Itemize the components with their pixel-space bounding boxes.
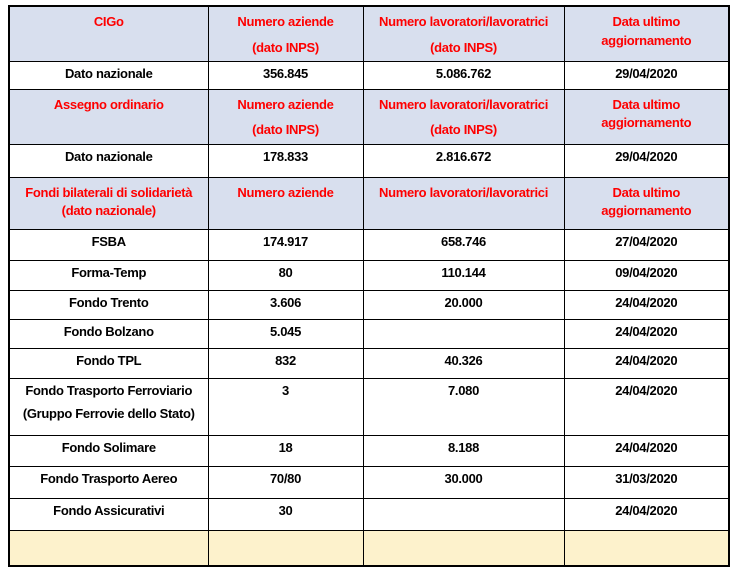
- row-label-line1: Fondo Trasporto Ferroviario: [25, 382, 193, 398]
- footer-cell: [563, 529, 730, 567]
- lavoratori-value-cell: [362, 318, 565, 349]
- col-header-data: Data ultimo aggiornamento: [563, 176, 730, 230]
- col-header-data: Data ultimo aggiornamento: [563, 5, 730, 62]
- aggiornamento-value-cell: 24/04/2020: [563, 497, 730, 531]
- lavoratori-value-cell: [362, 497, 565, 531]
- col-header-data-line2: aggiornamento: [601, 203, 692, 219]
- table-row: FSBA 174.917 658.746 27/04/2020: [8, 228, 730, 261]
- footer-cell: [8, 529, 209, 567]
- lavoratori-value-cell: 110.144: [362, 259, 565, 291]
- col-header-data-line2: aggiornamento: [601, 32, 692, 48]
- col-header-aziende-line1: Numero aziende: [237, 14, 334, 29]
- table-row: Fondo Trasporto Ferroviario (Gruppo Ferr…: [8, 377, 730, 436]
- section-title-cell: Fondi bilaterali di solidarietà (dato na…: [8, 176, 209, 230]
- cig-data-table: CIGo Numero aziende (dato INPS) Numero l…: [8, 5, 730, 567]
- row-label-cell: Fondo Trento: [8, 289, 209, 320]
- table-row: Fondo Bolzano 5.045 24/04/2020: [8, 318, 730, 349]
- row-label-cell: Dato nazionale: [8, 60, 209, 90]
- aggiornamento-value-cell: 31/03/2020: [563, 465, 730, 499]
- col-header-lavoratori-line1: Numero lavoratori/lavoratrici: [378, 14, 549, 29]
- row-label-cell: Fondo Solimare: [8, 434, 209, 467]
- col-header-lavoratori: Numero lavoratori/lavoratrici (dato INPS…: [362, 88, 565, 145]
- aggiornamento-value-cell: 29/04/2020: [563, 60, 730, 90]
- aggiornamento-value-cell: 24/04/2020: [563, 434, 730, 467]
- col-header-lavoratori-line1: Numero lavoratori/lavoratrici: [378, 184, 549, 200]
- col-header-data: Data ultimo aggiornamento: [563, 88, 730, 145]
- col-header-aziende: Numero aziende (dato INPS): [207, 88, 364, 145]
- row-label-cell: Forma-Temp: [8, 259, 209, 291]
- footer-row: [8, 529, 730, 567]
- col-header-lavoratori-line2: (dato INPS): [430, 122, 497, 138]
- row-label-cell: Fondo Bolzano: [8, 318, 209, 349]
- aggiornamento-value-cell: 24/04/2020: [563, 289, 730, 320]
- footer-cell: [207, 529, 364, 567]
- section-title-cell: CIGo: [8, 5, 209, 62]
- table-row: Dato nazionale 356.845 5.086.762 29/04/2…: [8, 60, 730, 90]
- aziende-value-cell: 832: [207, 347, 364, 379]
- section-title: Assegno ordinario: [53, 96, 164, 112]
- col-header-aziende: Numero aziende: [207, 176, 364, 230]
- col-header-aziende-line1: Numero aziende: [237, 184, 334, 200]
- lavoratori-value-cell: 2.816.672: [362, 143, 565, 178]
- col-header-aziende: Numero aziende (dato INPS): [207, 5, 364, 62]
- section-title-line2: (dato nazionale): [61, 203, 156, 219]
- section-header-fondi-bilaterali: Fondi bilaterali di solidarietà (dato na…: [8, 176, 730, 230]
- section-title-line1: Fondi bilaterali di solidarietà: [25, 184, 193, 200]
- table-row: Fondo Assicurativi 30 24/04/2020: [8, 497, 730, 531]
- aggiornamento-value-cell: 29/04/2020: [563, 143, 730, 178]
- lavoratori-value-cell: 20.000: [362, 289, 565, 320]
- aziende-value-cell: 30: [207, 497, 364, 531]
- aggiornamento-value-cell: 24/04/2020: [563, 347, 730, 379]
- aziende-value-cell: 356.845: [207, 60, 364, 90]
- aziende-value-cell: 3.606: [207, 289, 364, 320]
- table-row: Forma-Temp 80 110.144 09/04/2020: [8, 259, 730, 291]
- aggiornamento-value-cell: 27/04/2020: [563, 228, 730, 261]
- table-row: Fondo TPL 832 40.326 24/04/2020: [8, 347, 730, 379]
- col-header-data-line1: Data ultimo: [612, 14, 681, 29]
- col-header-aziende-line2: (dato INPS): [252, 39, 319, 55]
- col-header-lavoratori: Numero lavoratori/lavoratrici: [362, 176, 565, 230]
- row-label-line2: (Gruppo Ferrovie dello Stato): [22, 406, 195, 422]
- col-header-data-line2: aggiornamento: [601, 115, 692, 131]
- aziende-value-cell: 70/80: [207, 465, 364, 499]
- section-header-cigo: CIGo Numero aziende (dato INPS) Numero l…: [8, 5, 730, 62]
- aggiornamento-value-cell: 24/04/2020: [563, 318, 730, 349]
- col-header-lavoratori-line2: (dato INPS): [430, 39, 497, 55]
- table-row: Dato nazionale 178.833 2.816.672 29/04/2…: [8, 143, 730, 178]
- aggiornamento-value-cell: 09/04/2020: [563, 259, 730, 291]
- col-header-lavoratori-line1: Numero lavoratori/lavoratrici: [378, 96, 549, 112]
- col-header-lavoratori: Numero lavoratori/lavoratrici (dato INPS…: [362, 5, 565, 62]
- section-header-assegno-ordinario: Assegno ordinario Numero aziende (dato I…: [8, 88, 730, 145]
- row-label-cell: Fondo Trasporto Aereo: [8, 465, 209, 499]
- lavoratori-value-cell: 40.326: [362, 347, 565, 379]
- col-header-data-line1: Data ultimo: [612, 96, 681, 112]
- table-row: Fondo Solimare 18 8.188 24/04/2020: [8, 434, 730, 467]
- col-header-aziende-line2: (dato INPS): [252, 122, 319, 138]
- lavoratori-value-cell: 658.746: [362, 228, 565, 261]
- lavoratori-value-cell: 30.000: [362, 465, 565, 499]
- lavoratori-value-cell: 8.188: [362, 434, 565, 467]
- row-label-cell: FSBA: [8, 228, 209, 261]
- lavoratori-value-cell: 5.086.762: [362, 60, 565, 90]
- aziende-value-cell: 174.917: [207, 228, 364, 261]
- row-label-cell: Fondo TPL: [8, 347, 209, 379]
- row-label-cell: Fondo Trasporto Ferroviario (Gruppo Ferr…: [8, 377, 209, 436]
- table-row: Fondo Trento 3.606 20.000 24/04/2020: [8, 289, 730, 320]
- row-label-cell: Dato nazionale: [8, 143, 209, 178]
- aziende-value-cell: 178.833: [207, 143, 364, 178]
- aziende-value-cell: 5.045: [207, 318, 364, 349]
- col-header-aziende-line1: Numero aziende: [237, 96, 334, 112]
- footer-cell: [362, 529, 565, 567]
- lavoratori-value-cell: 7.080: [362, 377, 565, 436]
- aggiornamento-value-cell: 24/04/2020: [563, 377, 730, 436]
- table-row: Fondo Trasporto Aereo 70/80 30.000 31/03…: [8, 465, 730, 499]
- row-label-cell: Fondo Assicurativi: [8, 497, 209, 531]
- aziende-value-cell: 3: [207, 377, 364, 436]
- section-title: CIGo: [93, 14, 124, 29]
- aziende-value-cell: 18: [207, 434, 364, 467]
- aziende-value-cell: 80: [207, 259, 364, 291]
- col-header-data-line1: Data ultimo: [612, 184, 681, 200]
- section-title-cell: Assegno ordinario: [8, 88, 209, 145]
